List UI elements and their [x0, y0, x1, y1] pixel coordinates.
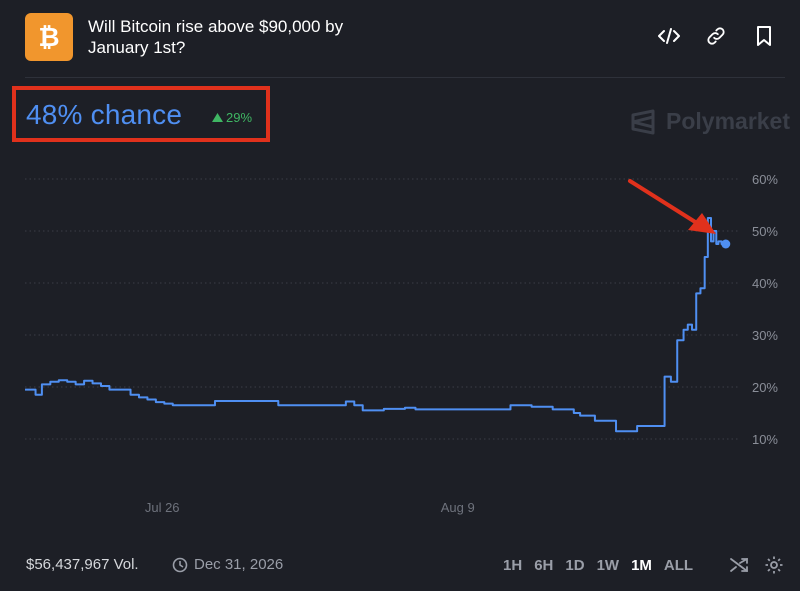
highlight-box	[12, 86, 270, 142]
brand-name: Polymarket	[666, 108, 791, 134]
settings-icon[interactable]	[763, 554, 785, 576]
delta-value: 29%	[226, 110, 253, 125]
triangle-up-icon	[212, 113, 223, 122]
range-all[interactable]: ALL	[663, 557, 694, 574]
market-title: Will Bitcoin rise above $90,000 by Janua…	[88, 17, 344, 57]
embed-icon[interactable]	[657, 24, 681, 48]
polymarket-logo-icon	[631, 109, 655, 134]
x-tick-label: Jul 26	[145, 500, 180, 515]
y-tick-label: 10%	[752, 432, 778, 447]
range-1w[interactable]: 1W	[596, 557, 620, 574]
range-1h[interactable]: 1H	[503, 557, 523, 574]
x-tick-label: Aug 9	[441, 500, 475, 515]
chance-series-line	[25, 217, 730, 433]
link-icon[interactable]	[704, 24, 728, 48]
y-tick-label: 60%	[752, 172, 778, 187]
y-tick-label: 50%	[752, 224, 778, 239]
chance-delta: 29%	[212, 110, 252, 125]
range-1d[interactable]: 1D	[565, 557, 585, 574]
bitcoin-icon: ₿	[25, 13, 73, 61]
chance-value: 48% chance	[26, 99, 183, 130]
bookmark-icon[interactable]	[752, 24, 776, 48]
y-tick-label: 40%	[752, 276, 778, 291]
volume-text: $56,437,967 Vol.	[26, 556, 139, 573]
end-date: Dec 31, 2026	[172, 556, 283, 573]
svg-text:₿: ₿	[38, 23, 59, 52]
end-date-text: Dec 31, 2026	[194, 556, 284, 573]
current-point	[721, 239, 731, 249]
price-chart[interactable]: 60% 50% 40% 30% 20% 10% Jul 26 Aug 9	[0, 160, 800, 530]
annotation-arrow	[628, 179, 716, 234]
range-1m[interactable]: 1M	[631, 557, 652, 574]
brand-watermark: Polymarket	[630, 108, 790, 135]
y-tick-label: 20%	[752, 380, 778, 395]
chart-footer: $56,437,967 Vol. Dec 31, 2026 1H 6H 1D 1…	[0, 548, 800, 582]
x-axis-ticks: Jul 26 Aug 9	[145, 500, 475, 515]
shuffle-icon[interactable]	[728, 554, 750, 576]
market-header: ₿ Will Bitcoin rise above $90,000 by Jan…	[0, 0, 800, 78]
range-selector: 1H 6H 1D 1W 1M ALL	[503, 555, 693, 576]
range-6h[interactable]: 6H	[534, 557, 554, 574]
chart-grid: 60% 50% 40% 30% 20% 10%	[25, 172, 778, 447]
header-divider	[25, 77, 785, 78]
clock-icon	[172, 557, 188, 572]
y-tick-label: 30%	[752, 328, 778, 343]
